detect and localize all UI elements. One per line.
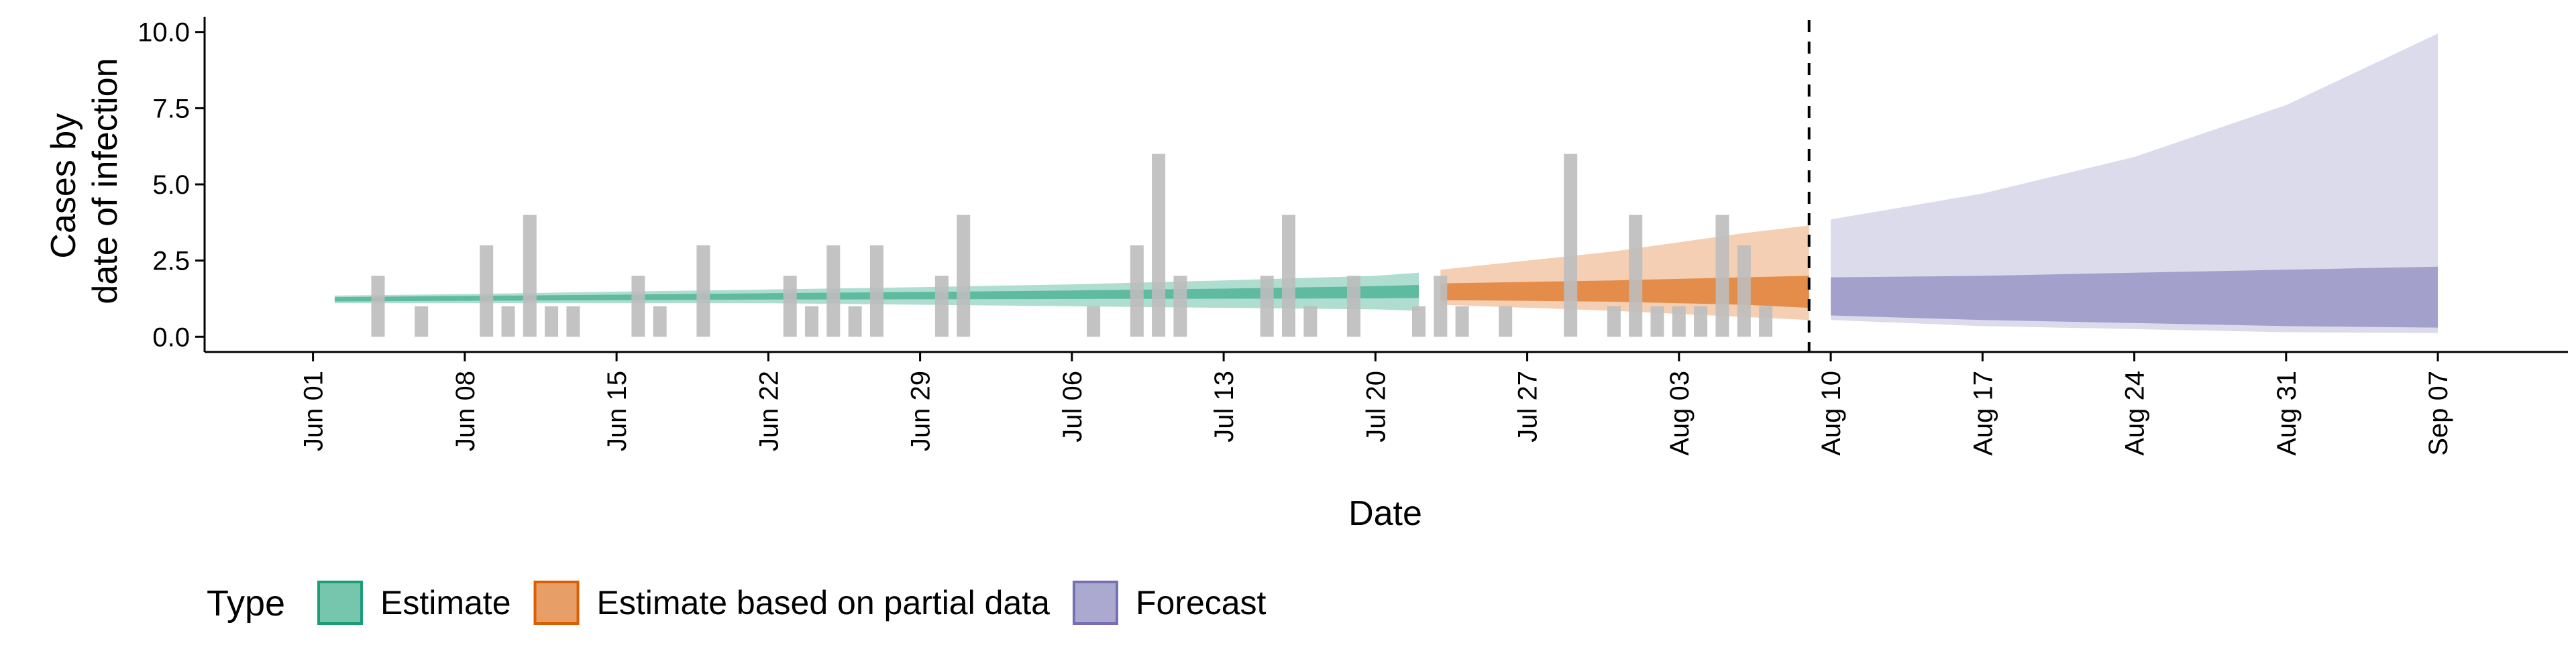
x-tick-label: Jul 13 xyxy=(1210,371,1239,443)
case-bar xyxy=(501,306,515,337)
x-tick-label: Jun 22 xyxy=(754,371,784,451)
case-bar xyxy=(631,276,645,337)
case-bar xyxy=(1650,306,1664,337)
legend-title: Type xyxy=(207,583,285,624)
y-axis-ticks: 0.0 2.5 5.0 7.5 10.0 xyxy=(138,18,205,352)
legend-items: Estimate Estimate based on partial data Fo… xyxy=(317,581,1267,625)
case-bar xyxy=(545,306,559,337)
case-bar xyxy=(1173,276,1187,337)
bands-layer xyxy=(334,34,2438,333)
case-bar xyxy=(653,306,667,337)
y-tick-label: 10.0 xyxy=(138,18,190,48)
case-bar xyxy=(1672,306,1686,337)
case-bar xyxy=(1152,154,1166,337)
legend-item: Estimate based on partial data xyxy=(533,581,1051,625)
case-bar xyxy=(1087,306,1101,337)
x-tick-label: Jul 20 xyxy=(1361,371,1391,443)
x-tick-label: Jun 01 xyxy=(299,371,329,451)
case-bar xyxy=(1499,306,1513,337)
case-bar xyxy=(1694,306,1708,337)
case-bar xyxy=(848,306,862,337)
case-bar xyxy=(957,215,971,337)
bars-layer xyxy=(371,154,1773,337)
legend-label: Estimate based on partial data xyxy=(597,584,1051,622)
x-tick-label: Aug 10 xyxy=(1817,371,1846,456)
legend-swatch xyxy=(1072,581,1118,625)
case-bar xyxy=(371,276,385,337)
x-tick-label: Aug 31 xyxy=(2272,371,2302,456)
x-tick-label: Jul 27 xyxy=(1513,371,1543,443)
case-bar xyxy=(480,245,494,337)
case-bar xyxy=(783,276,797,337)
case-bar xyxy=(566,306,580,337)
x-tick-label: Jul 06 xyxy=(1058,371,1087,443)
case-bar xyxy=(826,245,841,337)
y-axis-title: Cases by date of infection xyxy=(44,58,125,304)
legend-item: Estimate xyxy=(317,581,511,625)
case-bar xyxy=(805,306,818,337)
legend-swatch xyxy=(533,581,580,625)
case-bar xyxy=(1455,306,1469,337)
case-bar xyxy=(1130,245,1144,337)
y-tick-label: 0.0 xyxy=(152,322,190,352)
legend: Type Estimate Estimate based on partial d… xyxy=(207,581,1267,625)
case-bar xyxy=(1260,276,1274,337)
case-bar xyxy=(1412,306,1426,337)
x-axis-title: Date xyxy=(1348,494,1422,533)
case-bar xyxy=(1303,306,1318,337)
case-bar xyxy=(869,245,883,337)
legend-swatch xyxy=(317,581,363,625)
legend-item: Forecast xyxy=(1072,581,1267,625)
x-tick-label: Sep 07 xyxy=(2424,371,2453,456)
case-bar xyxy=(1347,276,1360,337)
x-axis-ticks: Jun 01 Jun 08 Jun 15 Jun 22 Jun 29 Jul 06 Jul … xyxy=(299,352,2453,456)
x-tick-label: Aug 24 xyxy=(2121,371,2150,456)
x-tick-label: Jun 29 xyxy=(906,371,936,451)
band-outer-forecast xyxy=(1831,34,2438,333)
case-bar xyxy=(1282,215,1295,337)
legend-label: Forecast xyxy=(1136,584,1267,622)
y-tick-label: 5.0 xyxy=(152,170,190,200)
case-bar xyxy=(934,276,949,337)
x-tick-label: Jun 08 xyxy=(451,371,480,451)
case-bar xyxy=(415,306,429,337)
case-bar xyxy=(1737,245,1751,337)
y-tick-label: 7.5 xyxy=(152,94,190,123)
y-axis-title-line-2: date of infection xyxy=(86,58,125,304)
case-bar xyxy=(1564,154,1578,337)
axes-layer: Jun 01 Jun 08 Jun 15 Jun 22 Jun 29 Jul 06 Jul … xyxy=(138,17,2568,456)
band-outer-estimate-based-on-partial-data xyxy=(1440,225,1809,320)
x-tick-label: Jun 15 xyxy=(602,371,632,451)
case-bar xyxy=(1607,306,1621,337)
x-tick-label: Aug 03 xyxy=(1665,371,1695,456)
case-bar xyxy=(523,215,537,337)
case-bar xyxy=(1629,215,1643,337)
case-bar xyxy=(1759,306,1773,337)
band-inner-forecast xyxy=(1831,266,2438,328)
y-tick-label: 2.5 xyxy=(152,247,190,276)
case-bar xyxy=(1434,276,1448,337)
legend-label: Estimate xyxy=(380,584,511,622)
case-bar xyxy=(1715,215,1729,337)
y-axis-title-line-1: Cases by xyxy=(44,113,83,259)
case-bar xyxy=(696,245,710,337)
x-tick-label: Aug 17 xyxy=(1968,371,1998,456)
